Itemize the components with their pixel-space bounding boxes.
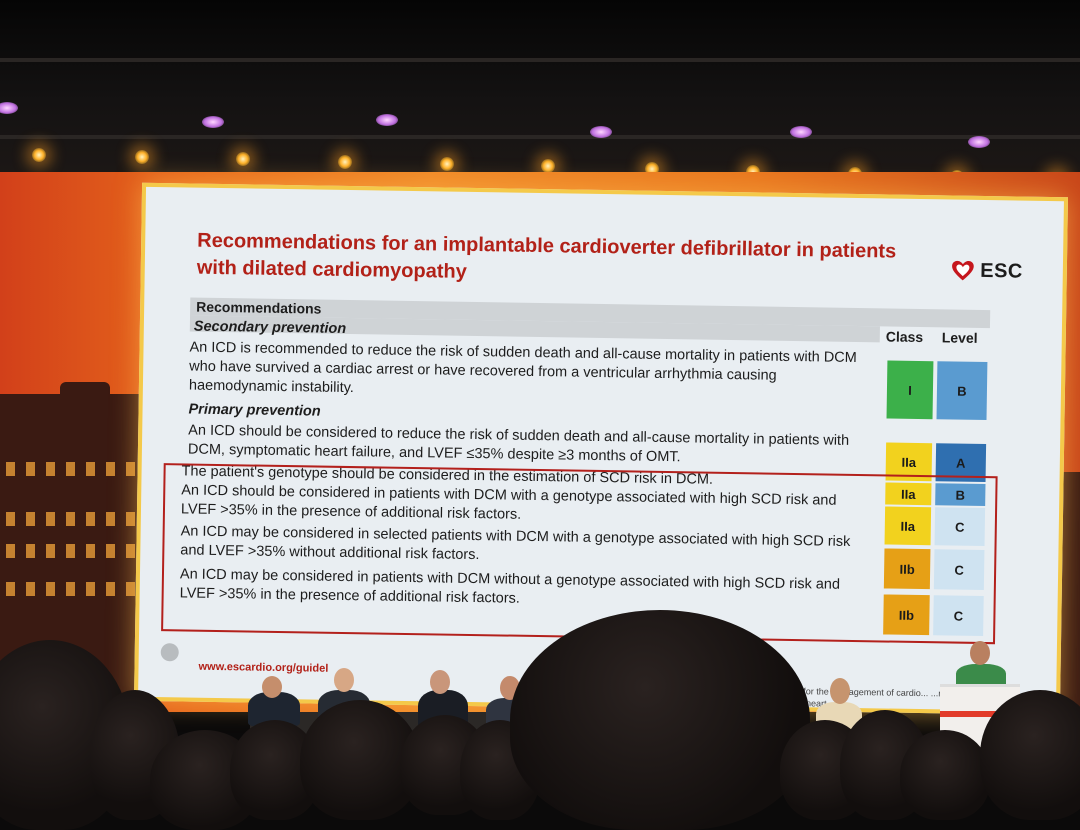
recommendation-text: An ICD is recommended to reduce the risk…: [188, 339, 857, 397]
esc-logo: ESC: [950, 257, 1023, 284]
bulb: [541, 159, 555, 173]
lit-windows: [6, 462, 142, 476]
class-cell: I: [886, 360, 934, 420]
projection-screen: Recommendations for an implantable cardi…: [133, 182, 1069, 716]
recommendations-table: Recommendations Class Level Secondary pr…: [180, 297, 991, 637]
panelist-head: [830, 678, 850, 704]
stage-light: [202, 116, 224, 128]
lighting-truss: [0, 135, 1080, 139]
slide-progress-indicator: [160, 643, 179, 662]
panelist-head: [334, 668, 354, 692]
bulb: [32, 148, 46, 162]
building-silhouette: [1060, 472, 1080, 712]
bulb: [135, 150, 149, 164]
bulb: [440, 157, 454, 171]
bulb: [236, 152, 250, 166]
highlight-box: [161, 463, 998, 645]
section-title: Secondary prevention: [193, 318, 347, 337]
stage-light: [790, 126, 812, 138]
lit-windows: [6, 512, 142, 526]
speaker-head: [970, 641, 990, 665]
audience-head: [510, 610, 810, 830]
lit-windows: [6, 544, 142, 558]
stage-light: [590, 126, 612, 138]
audience-head: [900, 730, 990, 820]
audience-head: [980, 690, 1080, 820]
level-cell: B: [936, 361, 988, 421]
stage-light: [968, 136, 990, 148]
section-title: Primary prevention: [188, 401, 321, 420]
building-silhouette: [60, 382, 110, 422]
header-recommendations: Recommendations: [196, 298, 322, 317]
lit-windows: [6, 582, 142, 596]
lighting-truss: [0, 58, 1080, 62]
bulb: [338, 155, 352, 169]
header-class: Class: [885, 328, 924, 346]
slide-title: Recommendations for an implantable cardi…: [196, 229, 897, 283]
stage-light: [0, 102, 18, 114]
heart-icon: [952, 260, 975, 281]
ceiling: [0, 0, 1080, 186]
recommendation-text: An ICD should be considered to reduce th…: [187, 422, 850, 466]
panelist-head: [262, 676, 282, 698]
lectern-band: [940, 711, 1020, 717]
header-level: Level: [941, 329, 978, 346]
footer-url: www.escardio.org/guidel: [198, 660, 329, 675]
stage-light: [376, 114, 398, 126]
esc-logo-text: ESC: [980, 259, 1024, 283]
panelist-head: [430, 670, 450, 694]
